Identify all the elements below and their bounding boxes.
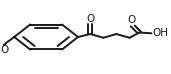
Text: O: O [0, 45, 9, 55]
Text: O: O [86, 14, 94, 24]
Text: O: O [128, 15, 136, 25]
Text: OH: OH [152, 28, 168, 38]
